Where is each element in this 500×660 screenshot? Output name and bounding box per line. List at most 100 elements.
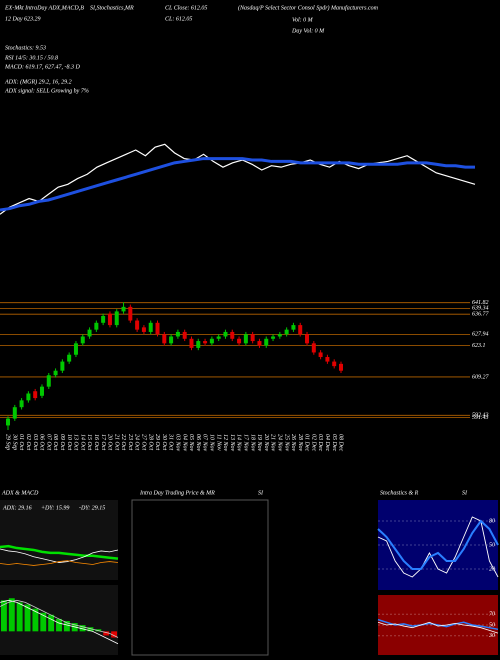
candle-body	[298, 325, 303, 335]
panel-title: Intra Day Trading Price & MR	[139, 490, 215, 496]
x-tick-label: 21 Oct	[113, 434, 119, 450]
macd-bar	[8, 598, 15, 632]
candle-body	[6, 418, 10, 426]
candle-body	[141, 327, 146, 332]
macd-bar	[16, 602, 23, 632]
macd-bar	[1, 600, 7, 632]
x-tick-label: 14 Nov	[236, 434, 243, 452]
x-tick-label: 20 Oct	[107, 434, 113, 450]
x-tick-label: 01 Oct	[18, 434, 24, 450]
series-line	[0, 599, 119, 638]
annotation: -DY: 29.15	[79, 505, 105, 511]
header-text: Vol: 0 M	[292, 17, 314, 23]
level-label: 592.43	[472, 412, 489, 419]
candle-body	[128, 306, 133, 321]
x-tick-label: 17 Nov	[242, 434, 248, 452]
macd-bar	[111, 631, 117, 638]
level-label: 636.77	[472, 312, 490, 318]
candle-body	[107, 313, 112, 326]
series-line	[0, 560, 119, 566]
series-line	[0, 599, 119, 645]
header-text: MACD: 619.17, 627.47, -8.3 D	[4, 63, 80, 70]
candle-body	[169, 336, 174, 344]
candle-body	[264, 338, 269, 346]
x-tick-label: 05 Nov	[188, 434, 194, 452]
x-tick-label: 13 Nov	[229, 434, 235, 452]
series-line	[0, 157, 475, 212]
candle-body	[148, 322, 153, 332]
candle-body	[39, 386, 44, 396]
x-tick-label: 17 Oct	[100, 434, 106, 450]
candle-body	[135, 320, 140, 330]
x-tick-label: 02 Oct	[25, 434, 31, 450]
candle-body	[162, 334, 167, 344]
header-text: CL: 612.05	[165, 16, 192, 22]
candle-body	[203, 341, 208, 344]
stochastics-panel	[378, 500, 498, 590]
header-text: EX-Mkt IntraDay ADX,MACD,B	[4, 5, 84, 11]
adx-panel	[0, 500, 118, 580]
x-tick-label: 10 Oct	[66, 434, 72, 450]
panel-subtitle: SI	[258, 490, 264, 496]
panel-title: Stochastics & R	[380, 490, 419, 496]
candle-body	[33, 391, 38, 399]
candle-body	[209, 338, 214, 344]
panel-subtitle: SI	[462, 490, 468, 496]
candle-body	[101, 315, 106, 323]
candle-body	[250, 334, 255, 342]
header-text: ADX: (MGR) 29.2, 16, 29.2	[4, 78, 72, 85]
x-tick-label: 08 Oct	[52, 434, 58, 450]
candle-body	[216, 336, 221, 339]
x-tick-label: 26 Nov	[290, 434, 296, 452]
candle-body	[284, 329, 289, 335]
macd-bar	[32, 608, 39, 632]
y-tick-label: 80	[489, 518, 495, 524]
header-text: SI,Stochastics,MR	[90, 5, 134, 11]
candle-body	[12, 407, 17, 419]
x-tick-label: 04 Dec	[324, 434, 331, 451]
x-tick-label: 22 Oct	[120, 434, 126, 450]
x-tick-label: 03 Oct	[32, 434, 38, 450]
candle-body	[305, 334, 310, 344]
level-label: 609.27	[472, 374, 490, 380]
macd-bar	[103, 631, 110, 636]
candle-body	[53, 370, 58, 376]
series-line	[0, 548, 119, 563]
candle-body	[94, 322, 99, 330]
x-tick-label: 16 Oct	[93, 434, 99, 450]
x-tick-label: 23 Oct	[127, 434, 133, 450]
series-line	[0, 143, 476, 215]
candle-body	[325, 357, 330, 362]
candle-body	[223, 331, 228, 337]
header-text: Day Vol: 0 M	[291, 28, 325, 34]
candle-body	[67, 354, 72, 362]
x-tick-label: 11 Nov	[215, 434, 221, 451]
candle-body	[182, 331, 187, 339]
x-tick-label: 21 Nov	[270, 434, 276, 452]
x-tick-label: 24 Oct	[134, 434, 141, 450]
candle-body	[271, 336, 276, 339]
x-tick-label: 29 Sep	[5, 434, 11, 450]
series-line	[377, 621, 499, 634]
series-line	[0, 544, 119, 560]
x-tick-label: 02 Dec	[310, 434, 316, 451]
x-tick-label: 30 Oct	[161, 433, 167, 450]
level-label: 627.94	[472, 331, 489, 338]
candle-body	[243, 334, 248, 344]
header-text: ADX signal: SELL Growing by 7%	[4, 88, 89, 94]
x-tick-label: 12 Nov	[222, 434, 228, 452]
macd-bar	[63, 621, 70, 632]
candle-body	[189, 338, 194, 348]
candle-body	[87, 329, 92, 337]
candle-body	[121, 306, 126, 312]
header-text: RSI 14/5: 30.15 / 50.8	[4, 54, 58, 61]
candle-body	[237, 338, 242, 344]
x-tick-label: 28 Oct	[147, 434, 153, 450]
level-label: 623.1	[472, 343, 486, 349]
x-tick-label: 01 Dec	[304, 434, 310, 451]
x-tick-label: 28 Nov	[297, 434, 303, 452]
x-tick-label: 14 Oct	[79, 434, 86, 450]
candle-body	[155, 322, 160, 335]
x-tick-label: 31 Oct	[168, 433, 174, 450]
x-tick-label: 10 Nov	[209, 434, 215, 452]
